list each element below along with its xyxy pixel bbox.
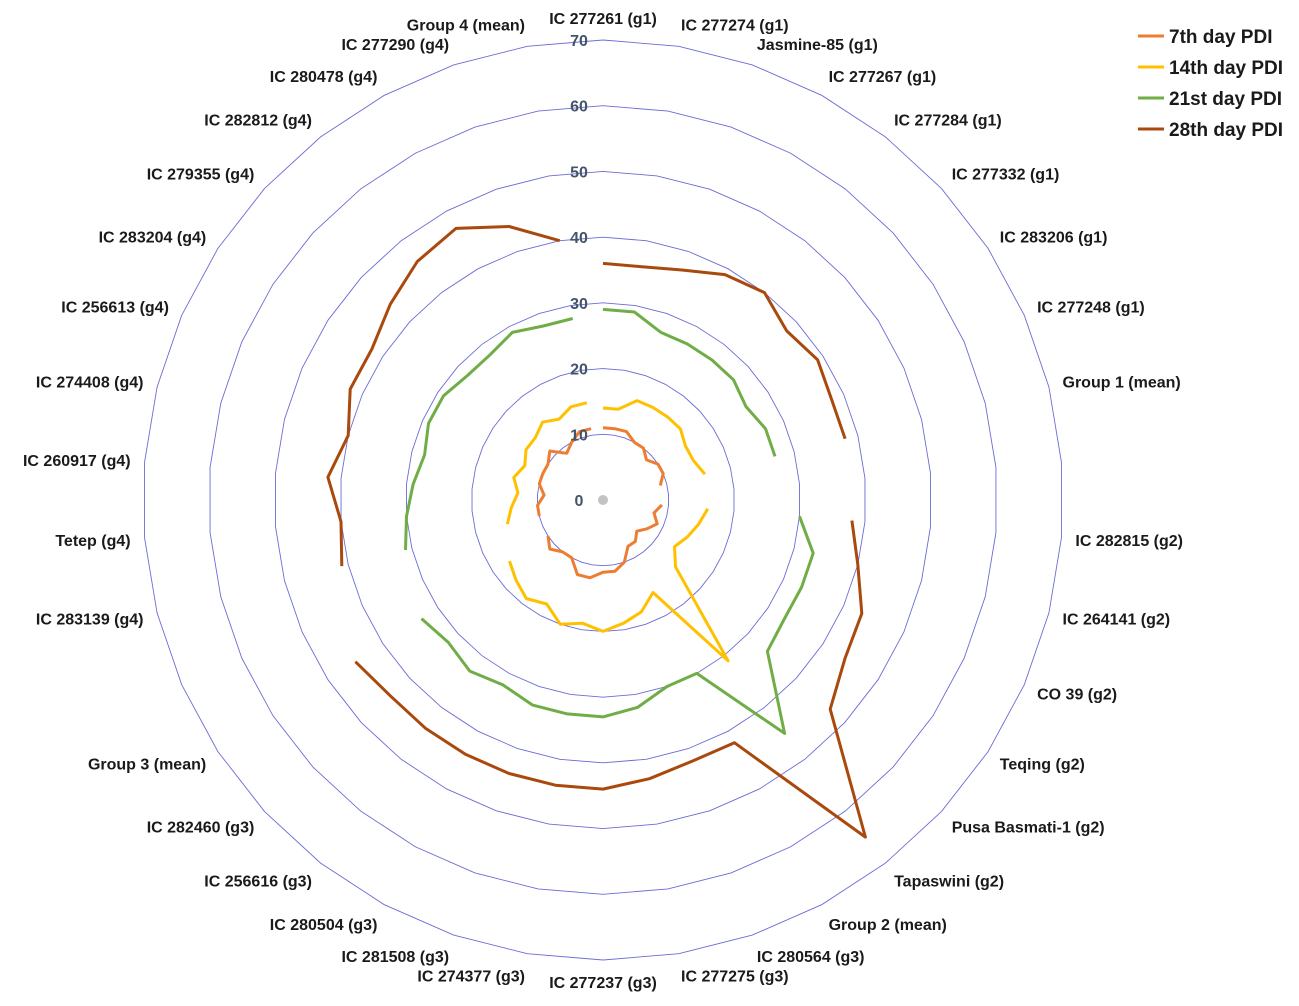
category-label: IC 283206 (g1) <box>1000 229 1108 246</box>
category-label: IC 277284 (g1) <box>894 113 1002 130</box>
category-label: IC 256613 (g4) <box>61 299 169 316</box>
category-label: IC 280478 (g4) <box>270 69 378 86</box>
category-label: Pusa Basmati-1 (g2) <box>952 819 1105 836</box>
category-label: IC 274377 (g3) <box>417 968 525 985</box>
category-label: IC 277248 (g1) <box>1037 299 1145 316</box>
category-label: Group 4 (mean) <box>407 18 525 35</box>
legend-label-4: 28th day PDI <box>1169 120 1283 141</box>
legend-label-1: 7th day PDI <box>1169 27 1272 48</box>
category-label: IC 280504 (g3) <box>270 917 378 934</box>
category-label: IC 274408 (g4) <box>36 375 144 392</box>
category-label: Tetep (g4) <box>55 533 130 550</box>
category-label: IC 277261 (g1) <box>549 11 657 28</box>
tick-label: 50 <box>570 164 588 181</box>
series-2-line-3 <box>505 401 588 525</box>
category-label: Group 3 (mean) <box>88 757 206 774</box>
category-label: IC 281508 (g3) <box>341 949 449 966</box>
category-label: IC 277267 (g1) <box>829 69 937 86</box>
series-3-line-1 <box>602 307 777 457</box>
category-label: IC 277275 (g3) <box>681 968 789 985</box>
legend-label-3: 21st day PDI <box>1169 89 1282 110</box>
series-2 <box>505 399 730 663</box>
series-3-line-2 <box>420 515 815 735</box>
category-label: IC 279355 (g4) <box>147 167 255 184</box>
category-label: IC 282460 (g3) <box>147 819 255 836</box>
series-2-line-2 <box>508 507 730 663</box>
series-4 <box>326 225 867 839</box>
tick-label: 10 <box>570 427 588 444</box>
series-2-line-1 <box>602 399 707 476</box>
category-label: IC 260917 (g4) <box>23 453 131 470</box>
center-dot <box>598 495 608 505</box>
tick-label: 0 <box>575 493 584 510</box>
category-label: Teqing (g2) <box>1000 757 1085 774</box>
category-label: IC 283204 (g4) <box>99 229 207 246</box>
grid-ring-70 <box>144 39 1062 961</box>
category-label: IC 277274 (g1) <box>681 18 789 35</box>
category-label: Jasmine-85 (g1) <box>757 37 878 54</box>
category-labels: IC 277261 (g1) IC 277274 (g1) Jasmine-85 (… <box>23 11 1183 992</box>
tick-label: 30 <box>570 296 588 313</box>
grid-ring-50 <box>275 170 931 830</box>
category-label: CO 39 (g2) <box>1037 687 1117 704</box>
series-layer <box>326 225 867 839</box>
grid-ring-30 <box>406 302 800 698</box>
series-4-line-1 <box>602 261 847 440</box>
series-3 <box>404 307 815 735</box>
series-1-line-1 <box>602 426 665 486</box>
category-label: Group 1 (mean) <box>1063 375 1181 392</box>
series-3-line-3 <box>404 317 574 551</box>
radar-grid <box>144 39 1062 961</box>
category-label: IC 282812 (g4) <box>204 113 312 130</box>
series-4-line-3 <box>326 225 561 567</box>
legend: 7th day PDI 14th day PDI 21st day PDI 28th … <box>1138 27 1283 141</box>
series-1-line-2 <box>546 503 663 580</box>
radial-tick-labels: 0 10 20 30 40 50 60 70 <box>570 33 588 510</box>
category-label: Group 2 (mean) <box>829 917 947 934</box>
category-label: IC 277332 (g1) <box>952 167 1060 184</box>
category-label: IC 282815 (g2) <box>1075 533 1183 550</box>
grid-ring-60 <box>209 105 997 895</box>
tick-label: 20 <box>570 362 588 379</box>
category-label: IC 277237 (g3) <box>549 975 657 992</box>
category-label: IC 264141 (g2) <box>1063 611 1171 628</box>
category-label: IC 280564 (g3) <box>757 949 865 966</box>
grid-ring-40 <box>340 236 866 764</box>
tick-label: 60 <box>570 99 588 116</box>
category-label: IC 277290 (g4) <box>341 37 449 54</box>
tick-label: 70 <box>570 33 588 50</box>
category-label: IC 283139 (g4) <box>36 611 144 628</box>
tick-label: 40 <box>570 230 588 247</box>
category-label: IC 256616 (g3) <box>204 873 312 890</box>
series-1-line-3 <box>536 427 592 517</box>
category-label: Tapaswini (g2) <box>894 873 1004 890</box>
series-4-line-2 <box>354 520 867 839</box>
legend-label-2: 14th day PDI <box>1169 58 1283 79</box>
series-1 <box>536 426 665 580</box>
